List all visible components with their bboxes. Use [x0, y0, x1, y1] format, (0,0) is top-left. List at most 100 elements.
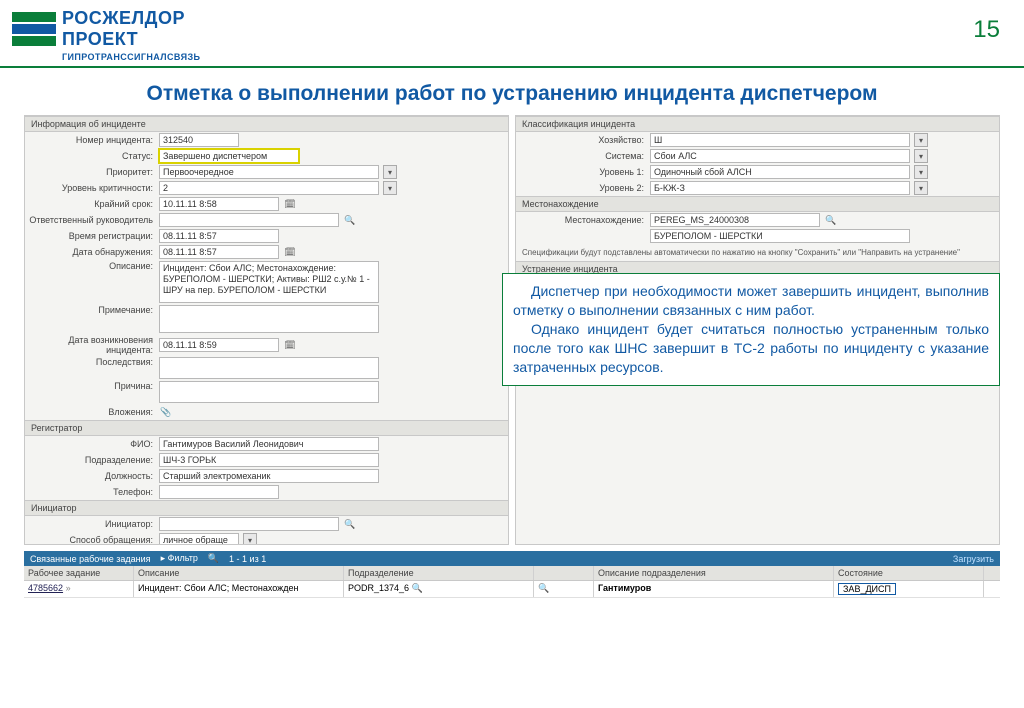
brand-line1: РОСЖЕЛДОР: [62, 8, 200, 29]
label-reason: Причина:: [25, 381, 155, 391]
economy-dropdown-icon[interactable]: ▾: [914, 133, 928, 147]
tasks-toolbar: Связанные рабочие задания ▸ Фильтр 🔍 1 -…: [24, 551, 1000, 566]
search-icon[interactable]: 🔍: [343, 213, 357, 227]
field-contact-method[interactable]: личное обраще: [159, 533, 239, 545]
label-priority: Приоритет:: [25, 167, 155, 177]
priority-dropdown-icon[interactable]: ▾: [383, 165, 397, 179]
calendar-icon[interactable]: 🗓: [283, 197, 297, 211]
label-description: Описание:: [25, 261, 155, 271]
label-criticality: Уровень критичности:: [25, 183, 155, 193]
slide-header: РОСЖЕЛДОР ПРОЕКТ ГИПРОТРАНССИГНАЛСВЯЗЬ 1…: [0, 0, 1024, 68]
label-status: Статус:: [25, 151, 155, 161]
tasks-header-row: Рабочее задание Описание Подразделение О…: [24, 566, 1000, 581]
criticality-dropdown-icon[interactable]: ▾: [383, 181, 397, 195]
field-criticality[interactable]: 2: [159, 181, 379, 195]
level1-dropdown-icon[interactable]: ▾: [914, 165, 928, 179]
field-level2[interactable]: Б-КЖ-З: [650, 181, 910, 195]
search-icon[interactable]: 🔍: [538, 583, 549, 593]
cell-desc: Инцидент: Сбои АЛС; Местонахожден: [134, 581, 344, 597]
search-icon[interactable]: 🔍: [343, 517, 357, 531]
cell-dept-desc: Гантимуров: [598, 583, 651, 593]
col-state[interactable]: Состояние: [834, 566, 984, 580]
group-registrator: Регистратор: [25, 420, 508, 436]
tasks-title: Связанные рабочие задания: [30, 554, 151, 564]
field-position[interactable]: Старший электромеханик: [159, 469, 379, 483]
group-location: Местонахождение: [516, 196, 999, 212]
search-icon[interactable]: 🔍: [412, 583, 423, 593]
tasks-area: Связанные рабочие задания ▸ Фильтр 🔍 1 -…: [24, 551, 1000, 598]
label-economy: Хозяйство:: [516, 135, 646, 145]
tasks-filter[interactable]: ▸ Фильтр: [161, 553, 198, 564]
search-icon[interactable]: 🔍: [824, 213, 838, 227]
label-note: Примечание:: [25, 305, 155, 315]
field-incident-no[interactable]: 312540: [159, 133, 239, 147]
label-level2: Уровень 2:: [516, 183, 646, 193]
logo: РОСЖЕЛДОР ПРОЕКТ ГИПРОТРАНССИГНАЛСВЯЗЬ: [12, 8, 200, 62]
field-reason[interactable]: [159, 381, 379, 403]
app-area: Информация об инциденте Номер инцидента:…: [24, 115, 1000, 545]
field-location-name[interactable]: БУРЕПОЛОМ - ШЕРСТКИ: [650, 229, 910, 243]
field-level1[interactable]: Одиночный сбой АЛСН: [650, 165, 910, 179]
calendar-icon[interactable]: 🗓: [283, 245, 297, 259]
label-initiator: Инициатор:: [25, 519, 155, 529]
brand-sub: ГИПРОТРАНССИГНАЛСВЯЗЬ: [62, 52, 200, 62]
cell-state: ЗАВ_ДИСП: [838, 583, 896, 595]
field-phone[interactable]: [159, 485, 279, 499]
cell-task-link[interactable]: 4785662: [28, 583, 63, 593]
spec-note: Спецификации будут подставлены автоматич…: [516, 244, 999, 261]
label-level1: Уровень 1:: [516, 167, 646, 177]
col-blank: [534, 566, 594, 580]
page-number: 15: [973, 8, 1000, 44]
search-icon[interactable]: 🔍: [208, 553, 219, 564]
label-deadline: Крайний срок:: [25, 199, 155, 209]
col-dept[interactable]: Подразделение: [344, 566, 534, 580]
label-fio: ФИО:: [25, 439, 155, 449]
field-detect-date[interactable]: 08.11.11 8:57: [159, 245, 279, 259]
logo-bars: [12, 8, 56, 46]
col-dept-desc[interactable]: Описание подразделения: [594, 566, 834, 580]
label-detect-date: Дата обнаружения:: [25, 247, 155, 257]
tasks-counter: 1 - 1 из 1: [229, 554, 266, 564]
label-attachments: Вложения:: [25, 407, 155, 417]
field-note[interactable]: [159, 305, 379, 333]
field-status[interactable]: Завершено диспетчером: [159, 149, 299, 163]
label-incident-no: Номер инцидента:: [25, 135, 155, 145]
field-occur-date[interactable]: 08.11.11 8:59: [159, 338, 279, 352]
field-description[interactable]: Инцидент: Сбои АЛС; Местонахождение: БУР…: [159, 261, 379, 303]
label-reg-time: Время регистрации:: [25, 231, 155, 241]
label-phone: Телефон:: [25, 487, 155, 497]
table-row[interactable]: 4785662 » Инцидент: Сбои АЛС; Местонахож…: [24, 581, 1000, 598]
col-desc[interactable]: Описание: [134, 566, 344, 580]
level2-dropdown-icon[interactable]: ▾: [914, 181, 928, 195]
field-fio[interactable]: Гантимуров Василий Леонидович: [159, 437, 379, 451]
label-consequences: Последствия:: [25, 357, 155, 367]
label-contact-method: Способ обращения:: [25, 535, 155, 545]
field-responsible[interactable]: [159, 213, 339, 227]
col-task[interactable]: Рабочее задание: [24, 566, 134, 580]
contact-dropdown-icon[interactable]: ▾: [243, 533, 257, 545]
slide-title: Отметка о выполнении работ по устранению…: [0, 68, 1024, 115]
label-location: Местонахождение:: [516, 215, 646, 225]
explanation-box: Диспетчер при необходимости может заверш…: [502, 273, 1000, 385]
field-location-code[interactable]: PEREG_MS_24000308: [650, 213, 820, 227]
label-responsible: Ответственный руководитель: [25, 215, 155, 225]
group-initiator: Инициатор: [25, 500, 508, 516]
tasks-load-link[interactable]: Загрузить: [953, 554, 994, 564]
group-classification: Классификация инцидента: [516, 116, 999, 132]
field-priority[interactable]: Первоочередное: [159, 165, 379, 179]
brand-line2: ПРОЕКТ: [62, 29, 200, 50]
explain-p1: Диспетчер при необходимости может заверш…: [513, 282, 989, 320]
field-system[interactable]: Сбои АЛС: [650, 149, 910, 163]
attachment-icon[interactable]: 📎: [159, 405, 173, 419]
label-dept: Подразделение:: [25, 455, 155, 465]
field-dept[interactable]: ШЧ-3 ГОРЬК: [159, 453, 379, 467]
field-consequences[interactable]: [159, 357, 379, 379]
field-deadline[interactable]: 10.11.11 8:58: [159, 197, 279, 211]
label-position: Должность:: [25, 471, 155, 481]
field-economy[interactable]: Ш: [650, 133, 910, 147]
system-dropdown-icon[interactable]: ▾: [914, 149, 928, 163]
field-initiator[interactable]: [159, 517, 339, 531]
calendar-icon[interactable]: 🗓: [283, 338, 297, 352]
left-panel: Информация об инциденте Номер инцидента:…: [24, 115, 509, 545]
field-reg-time[interactable]: 08.11.11 8:57: [159, 229, 279, 243]
